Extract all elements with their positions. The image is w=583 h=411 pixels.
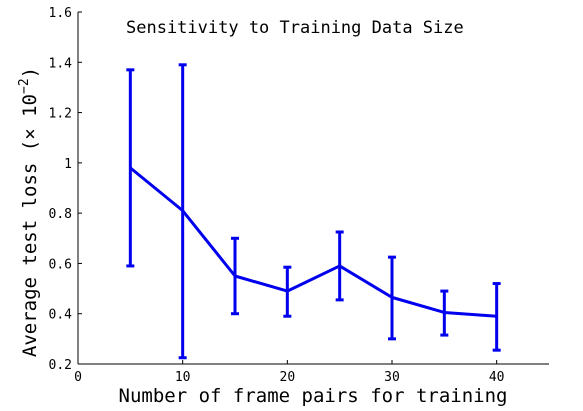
y-tick-label: 0.2 (49, 358, 72, 373)
x-axis-label: Number of frame pairs for training (119, 385, 508, 407)
y-axis-ticks: 0.2 0.4 0.6 0.8 1 1.2 1.4 1.6 (49, 6, 82, 373)
y-tick-label: 1 (64, 157, 72, 172)
y-tick-label: 1.2 (49, 107, 72, 122)
x-tick-label: 10 (175, 370, 191, 385)
series-lines (129, 166, 497, 318)
axes (77, 12, 549, 365)
x-axis-ticks: 0 10 20 30 40 (74, 360, 504, 385)
y-tick-label: 0.4 (49, 308, 73, 323)
x-tick-label: 20 (280, 370, 296, 385)
x-tick-label: 0 (74, 370, 82, 385)
y-tick-label: 1.6 (49, 6, 72, 21)
y-axis-label-close: ) (19, 67, 41, 78)
y-tick-label: 0.6 (49, 257, 72, 272)
y-axis-label-group: Average test loss (× 10−2) (17, 67, 41, 357)
y-axis-label: Average test loss (× 10−2) (17, 67, 41, 357)
series-line (129, 166, 497, 318)
y-tick-label: 1.4 (49, 56, 73, 71)
y-axis-label-exponent: −2 (17, 78, 32, 94)
x-tick-label: 30 (384, 370, 400, 385)
y-tick-label: 0.8 (49, 207, 72, 222)
x-tick-label: 40 (489, 370, 505, 385)
y-axis-label-text: Average test loss (× 10 (19, 94, 41, 357)
chart-title: Sensitivity to Training Data Size (126, 18, 464, 38)
